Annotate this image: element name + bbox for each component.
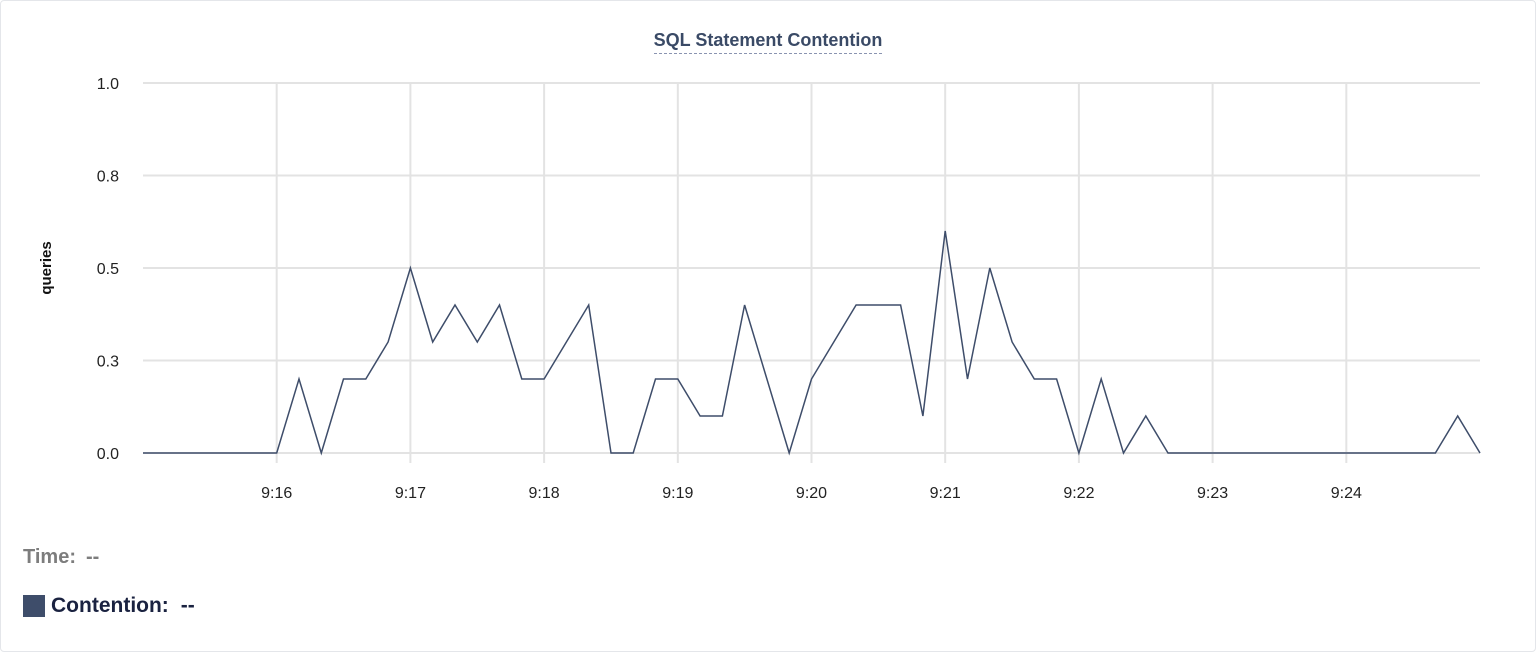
y-axis-label: queries [38, 241, 55, 294]
x-tick-label: 9:17 [395, 485, 426, 502]
series-line-contention [143, 230, 1481, 456]
y-tick-label: 0.8 [97, 169, 119, 186]
legend-series-label: Contention: [51, 594, 169, 617]
y-tick-label: 0.3 [97, 354, 119, 371]
x-tick-label: 9:18 [529, 485, 560, 502]
series-color-swatch [23, 595, 45, 617]
x-tick-label: 9:23 [1197, 485, 1228, 502]
x-tick-label: 9:21 [930, 485, 961, 502]
x-tick-label: 9:20 [796, 485, 827, 502]
chart-title-wrap: SQL Statement Contention [0, 30, 1536, 54]
legend-time-label: Time: [23, 546, 76, 568]
y-tick-label: 0.0 [97, 446, 119, 463]
legend-time: Time: -- [23, 546, 99, 569]
y-tick-label: 0.5 [97, 261, 119, 278]
legend-series-value: -- [180, 594, 195, 617]
legend-time-value: -- [85, 546, 100, 568]
x-tick-label: 9:22 [1063, 485, 1094, 502]
chart-title[interactable]: SQL Statement Contention [653, 30, 883, 54]
x-tick-label: 9:24 [1331, 485, 1362, 502]
x-tick-label: 9:19 [662, 485, 693, 502]
x-tick-label: 9:16 [261, 485, 292, 502]
y-tick-label: 1.0 [97, 76, 119, 93]
line-chart[interactable]: 0.0 0.3 0.5 0.8 1.0 9:16 9:17 9:18 9:19 9:20 9:21 9… [0, 0, 1536, 540]
legend-series: Contention: -- [23, 594, 195, 618]
